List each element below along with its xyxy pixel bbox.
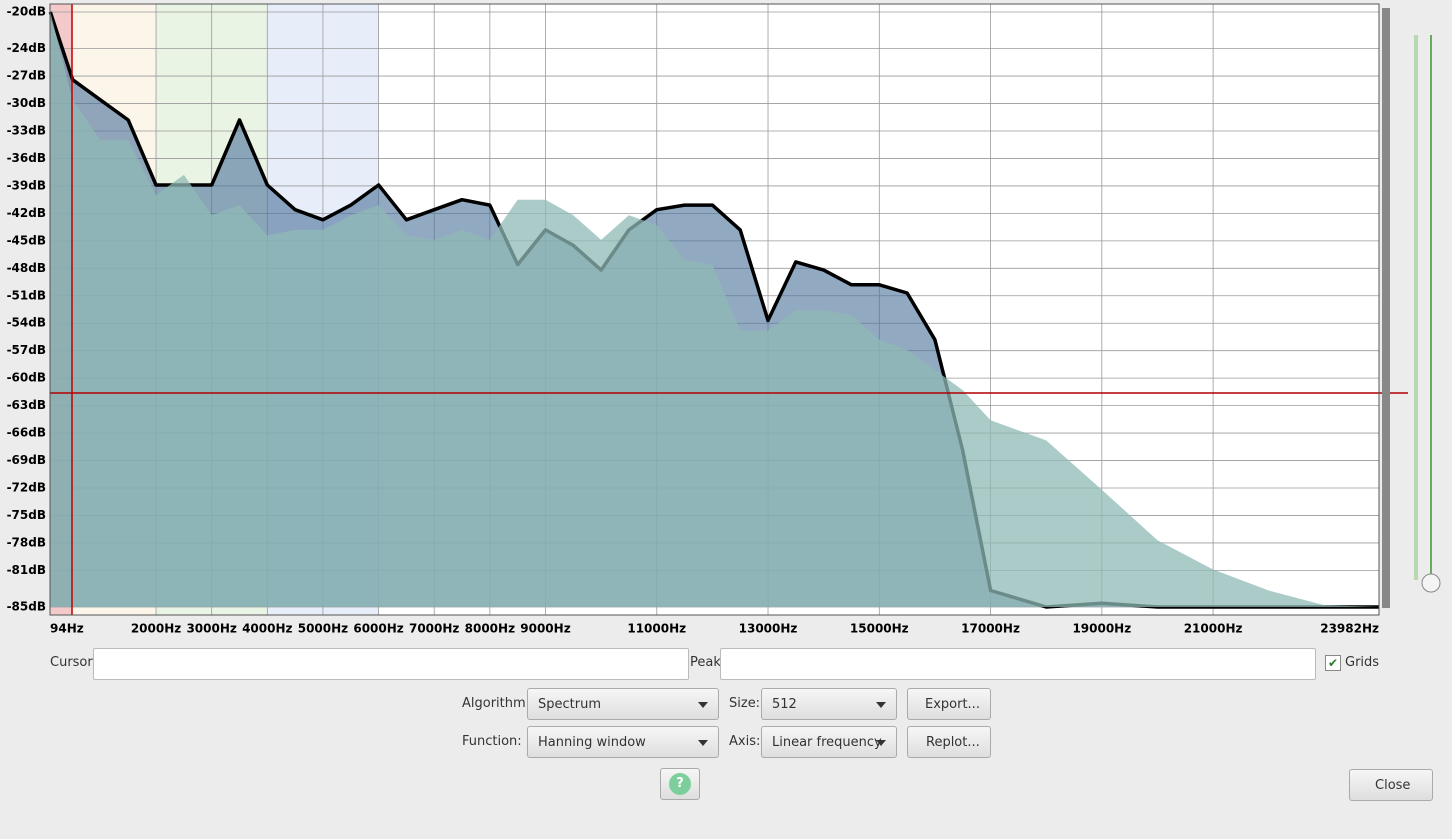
peak-label: Peak: (690, 655, 726, 670)
y-tick-label: -36dB (7, 151, 46, 165)
scrollbar (1382, 8, 1390, 608)
function-combo[interactable]: Hanning window (527, 726, 719, 758)
x-tick-label: 9000Hz (520, 622, 570, 636)
y-tick-label: -45dB (7, 233, 46, 247)
x-tick-label: 15000Hz (850, 622, 909, 636)
x-tick-label: 17000Hz (961, 622, 1020, 636)
spectrum-area (50, 12, 1379, 607)
y-tick-label: -48dB (7, 261, 46, 275)
x-tick-label: 23982Hz (1320, 622, 1379, 636)
y-tick-label: -24dB (7, 41, 46, 55)
size-label: Size: (729, 696, 761, 711)
x-tick-label: 3000Hz (186, 622, 236, 636)
y-tick-label: -54dB (7, 316, 46, 330)
x-tick-label: 7000Hz (409, 622, 459, 636)
axis-label: Axis: (729, 734, 761, 749)
plot-frame (49, 3, 1380, 616)
grids-checkbox[interactable]: ✔ (1325, 655, 1341, 671)
peak-field[interactable] (720, 648, 1316, 680)
y-tick-label: -66dB (7, 426, 46, 440)
y-tick-label: -72dB (7, 481, 46, 495)
y-tick-label: -33dB (7, 124, 46, 138)
x-tick-label: 8000Hz (465, 622, 515, 636)
y-tick-label: -60dB (7, 371, 46, 385)
y-tick-label: -69dB (7, 453, 46, 467)
y-tick-label: -20dB (7, 5, 46, 19)
y-tick-label: -39dB (7, 178, 46, 192)
x-tick-label: 21000Hz (1184, 622, 1243, 636)
x-tick-label: 6000Hz (353, 622, 403, 636)
close-button[interactable]: Close (1349, 769, 1433, 801)
x-tick-label: 13000Hz (739, 622, 798, 636)
spectrum-plot: -20dB -24dB -27dB -30dB -33dB -36dB -39dB -42dB… (7, 3, 1441, 636)
cursor-label: Cursor: (50, 655, 97, 670)
cursor-field[interactable] (93, 648, 689, 680)
x-tick-label: 2000Hz (131, 622, 181, 636)
y-tick-label: -30dB (7, 96, 46, 110)
y-tick-label: -85dB (7, 600, 46, 614)
help-button[interactable]: ? (660, 768, 700, 800)
export-button[interactable]: Export... (907, 688, 991, 720)
axis-combo[interactable]: Linear frequency (761, 726, 897, 758)
y-tick-label: -81dB (7, 563, 46, 577)
x-tick-label: 11000Hz (627, 622, 686, 636)
x-tick-label: 94Hz (50, 622, 84, 636)
size-combo[interactable]: 512 (761, 688, 897, 720)
x-tick-label: 4000Hz (242, 622, 292, 636)
algorithm-label: Algorithm: (462, 696, 531, 711)
grids-label: Grids (1345, 655, 1380, 670)
algorithm-combo[interactable]: Spectrum (527, 688, 719, 720)
y-tick-label: -27dB (7, 69, 46, 83)
function-label: Function: (462, 734, 522, 749)
replot-button[interactable]: Replot... (907, 726, 991, 758)
x-tick-label: 19000Hz (1072, 622, 1131, 636)
y-tick-label: -63dB (7, 398, 46, 412)
x-tick-label: 5000Hz (298, 622, 348, 636)
slider-handle[interactable] (1421, 573, 1441, 593)
y-tick-label: -78dB (7, 535, 46, 549)
y-tick-label: -42dB (7, 206, 46, 220)
y-tick-label: -75dB (7, 508, 46, 522)
help-icon: ? (669, 773, 691, 795)
y-tick-label: -51dB (7, 288, 46, 302)
y-tick-label: -57dB (7, 343, 46, 357)
